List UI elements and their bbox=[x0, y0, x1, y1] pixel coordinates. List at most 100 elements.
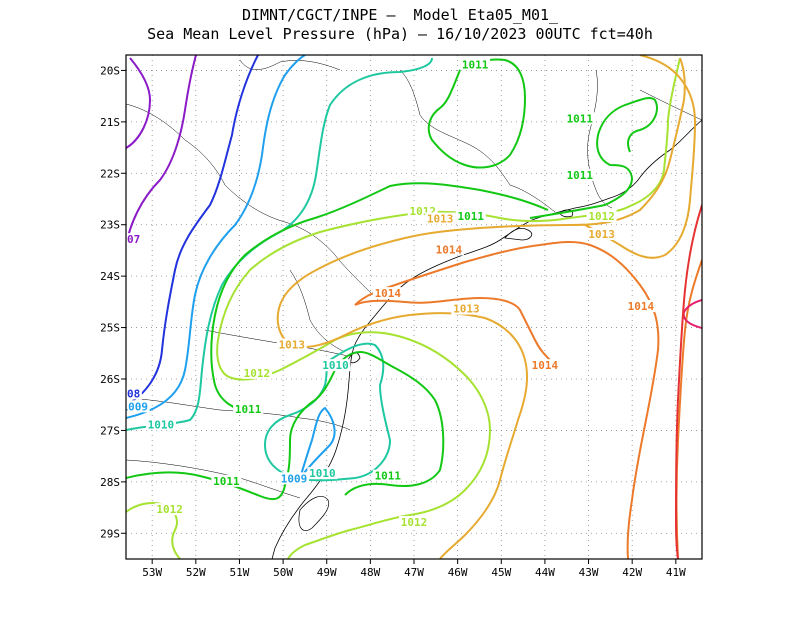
isobar-label-background bbox=[154, 503, 185, 516]
chart-title-line1: DIMNT/CGCT/INPE — Model Eta05_M01_ bbox=[241, 6, 559, 24]
isobar-label-background bbox=[241, 366, 272, 379]
isobar-label-text: 1014 bbox=[628, 300, 655, 313]
lon-tick-label: 50W bbox=[273, 566, 293, 579]
isobar-label-text: 007 bbox=[120, 233, 140, 246]
isobar-label-text: 1011 bbox=[567, 169, 594, 182]
axis-ticks: 53W 52W 51W 50W 49W 48W 47W 46W 45W 44W 43W 42W 41W 2… bbox=[100, 64, 686, 579]
isobar-label-text: 1010 bbox=[148, 418, 175, 431]
isobar-label: 1010 bbox=[320, 359, 351, 372]
isobar-label: 1011 bbox=[233, 402, 264, 416]
isobar-label-background bbox=[307, 467, 338, 480]
isobar-label: 1010 bbox=[145, 418, 176, 431]
isobar-label-background bbox=[625, 300, 656, 312]
chart-title-line2: Sea Mean Level Pressure (hPa) — 16/10/20… bbox=[147, 25, 653, 43]
lat-tick-label: 22S bbox=[100, 167, 120, 180]
isobar-label-text: 1013 bbox=[453, 303, 480, 316]
lat-tick-label: 24S bbox=[100, 270, 120, 283]
isobar-label-background bbox=[433, 243, 464, 256]
isobar-label-background bbox=[233, 402, 264, 415]
lon-tick-label: 51W bbox=[230, 566, 250, 579]
isobar-label-background bbox=[276, 338, 307, 351]
isobar-label: 1013 bbox=[276, 338, 307, 352]
isobar-label-background bbox=[211, 474, 242, 487]
isobar-label-text: 1010 bbox=[322, 359, 349, 372]
isobars bbox=[126, 55, 702, 559]
isobar-label: 008 bbox=[120, 387, 142, 400]
isobar-label-text: 1009 bbox=[281, 472, 308, 485]
isobar-label-background bbox=[529, 359, 560, 372]
lon-tick-label: 41W bbox=[666, 566, 686, 579]
isobar-label: 1014 bbox=[529, 359, 560, 372]
coastline-lagoon bbox=[298, 496, 330, 531]
lon-tick-label: 49W bbox=[317, 566, 337, 579]
isobar-label-text: 1011 bbox=[462, 58, 489, 71]
isobar-label: 1010 bbox=[307, 467, 338, 480]
lon-tick-label: 53W bbox=[142, 566, 162, 579]
isobar-label-background bbox=[372, 287, 403, 300]
lat-tick-label: 23S bbox=[100, 219, 120, 232]
isobar-label-text: 1010 bbox=[309, 467, 336, 480]
lat-tick-label: 26S bbox=[100, 373, 120, 386]
isobar-label-text: 1012 bbox=[156, 503, 183, 516]
isobar-label-background bbox=[586, 228, 617, 240]
isobar-label-background bbox=[126, 400, 150, 413]
isobar-label-background bbox=[586, 210, 617, 222]
isobar-label-text: 1012 bbox=[244, 367, 271, 380]
isobar-label-text: 1011 bbox=[375, 470, 402, 483]
lon-tick-label: 48W bbox=[360, 566, 380, 579]
isobar-label: 1014 bbox=[433, 243, 464, 256]
isobar-label: 1011 bbox=[455, 210, 486, 223]
isobar-label-text: 1013 bbox=[279, 339, 306, 352]
isobar-label: 1013 bbox=[425, 212, 456, 226]
isobar-label: 1014 bbox=[372, 287, 403, 300]
lon-tick-label: 47W bbox=[404, 566, 424, 579]
isobar-label: 1013 bbox=[586, 228, 617, 241]
isobar-label: 1013 bbox=[451, 302, 482, 316]
isobar-label: 1009 bbox=[126, 400, 150, 413]
isobar-label-background bbox=[320, 359, 351, 372]
isobar-label-text: 1014 bbox=[436, 243, 463, 256]
lat-tick-label: 20S bbox=[100, 64, 120, 77]
lat-tick-label: 25S bbox=[100, 322, 120, 335]
isobar-label: 1011 bbox=[564, 112, 595, 125]
lon-tick-label: 46W bbox=[448, 566, 468, 579]
isobar-label-background bbox=[451, 302, 482, 315]
isobar-label-text: 1011 bbox=[457, 210, 484, 223]
isobar-label-background bbox=[145, 418, 176, 431]
isobar-label-text: 1012 bbox=[401, 516, 428, 529]
isobar-label-text: 1014 bbox=[532, 359, 559, 372]
isobar-label: 1012 bbox=[399, 516, 429, 529]
isobar-label-text: 1011 bbox=[567, 112, 594, 125]
lon-tick-label: 52W bbox=[186, 566, 206, 579]
isobar-label-background bbox=[279, 472, 309, 485]
lon-tick-label: 43W bbox=[579, 566, 599, 579]
isobar-label-text: 008 bbox=[120, 387, 140, 400]
isobar-label: 1009 bbox=[279, 472, 309, 485]
isobar-label: 1014 bbox=[625, 300, 656, 313]
isobar-label-text: 1014 bbox=[375, 287, 402, 300]
isobar-labels: 1011 1011 1011 1011 1012 1013 1012 1013 1014 1014… bbox=[120, 58, 656, 529]
lat-tick-label: 27S bbox=[100, 424, 120, 437]
isobar-label-background bbox=[372, 469, 403, 482]
isobar-label-background bbox=[455, 210, 486, 222]
isobar-label: 1012 bbox=[241, 366, 272, 380]
isobar-label: 1011 bbox=[564, 168, 595, 182]
isobar-label-background bbox=[425, 212, 456, 225]
isobar-label: 1011 bbox=[372, 469, 403, 483]
isobar-label-text: 1011 bbox=[235, 403, 262, 416]
isobar-label: 1012 bbox=[154, 503, 185, 516]
isobar-label-text: 1011 bbox=[213, 475, 240, 488]
isobar-label-background bbox=[460, 58, 491, 71]
isobar-label-text: 1012 bbox=[588, 210, 615, 223]
isobar-label: 1012 bbox=[586, 210, 617, 223]
lat-tick-label: 28S bbox=[100, 476, 120, 489]
isobar-label-background bbox=[126, 387, 142, 400]
lat-tick-label: 29S bbox=[100, 527, 120, 540]
lon-tick-label: 44W bbox=[535, 566, 555, 579]
isobar-label: 007 bbox=[120, 233, 142, 246]
state-borders bbox=[126, 59, 702, 499]
isobar-label-background bbox=[399, 516, 429, 528]
isobar-label-background bbox=[126, 233, 142, 246]
isobar-label-text: 1013 bbox=[427, 213, 454, 226]
